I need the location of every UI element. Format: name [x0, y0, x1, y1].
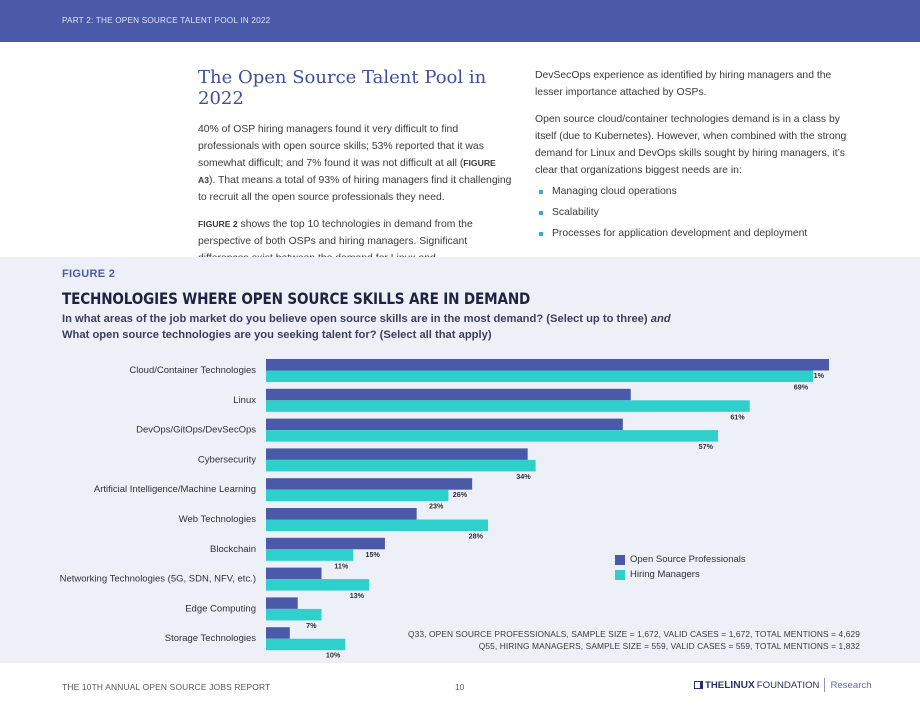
value-label: 7%: [306, 621, 317, 630]
legend-swatch-osp: [615, 554, 625, 565]
bar-open-source-professionals: [266, 567, 322, 580]
paragraph-difficulty-end: ). That means a total of 93% of hiring m…: [198, 175, 512, 203]
top-band: PART 2: THE OPEN SOURCE TALENT POOL IN 2…: [0, 0, 920, 42]
article-title: The Open Source Talent Pool in 2022: [198, 67, 487, 109]
bar-hiring-managers: [266, 608, 322, 621]
category-label: Storage Technologies: [165, 633, 256, 644]
paragraph-cloud: Open source cloud/container technologies…: [535, 114, 847, 176]
value-label: 23%: [429, 502, 444, 511]
bar-open-source-professionals: [266, 597, 298, 609]
value-label: 57%: [699, 442, 714, 451]
legend-swatch-hm: [615, 569, 625, 580]
page-number: 10: [455, 682, 465, 692]
subtitle-and: and: [650, 313, 671, 325]
value-label: 69%: [794, 383, 809, 392]
needs-list-item: Processes for application development an…: [535, 225, 850, 242]
bar-open-source-professionals: [266, 478, 473, 490]
paragraph-difficulty-text: 40% of OSP hiring managers found it very…: [198, 124, 484, 169]
paragraph-devsecops: DevSecOps experience as identified by hi…: [535, 70, 832, 98]
lf-logo-icon: [694, 681, 703, 689]
section-header: PART 2: THE OPEN SOURCE TALENT POOL IN 2…: [62, 16, 271, 25]
category-label: Web Technologies: [179, 514, 257, 525]
value-label: 11%: [334, 561, 349, 570]
article-column-right: DevSecOps experience as identified by hi…: [535, 67, 850, 246]
figure-2-ref: FIGURE 2: [198, 219, 238, 229]
brand-linux: LINUX: [724, 679, 755, 691]
category-label: Edge Computing: [185, 603, 256, 614]
needs-list-item: Scalability: [535, 204, 850, 221]
legend-item-osp: Open Source Professionals: [615, 554, 746, 565]
page-footer: THE 10TH ANNUAL OPEN SOURCE JOBS REPORT …: [0, 663, 920, 711]
bar-hiring-managers: [266, 459, 536, 472]
legend-label-hm: Hiring Managers: [630, 569, 700, 580]
value-label: 15%: [366, 550, 381, 559]
subtitle-question-a: In what areas of the job market do you b…: [62, 313, 651, 325]
brand-foundation: FOUNDATION: [756, 679, 820, 691]
legend-item-hm: Hiring Managers: [615, 569, 746, 580]
value-label: 61%: [730, 412, 745, 421]
bar-open-source-professionals: [266, 508, 417, 520]
figure-title: TECHNOLOGIES WHERE OPEN SOURCE SKILLS AR…: [62, 289, 531, 308]
bar-open-source-professionals: [266, 537, 385, 550]
paragraph-difficulty: 40% of OSP hiring managers found it very…: [198, 121, 514, 206]
value-label: 28%: [469, 532, 484, 541]
sample-note-hm: Q55, HIRING MANAGERS, SAMPLE SIZE = 559,…: [478, 641, 860, 651]
bar-hiring-managers: [266, 489, 449, 502]
bar-open-source-professionals: [266, 448, 528, 460]
value-label: 34%: [516, 472, 531, 481]
bar-hiring-managers: [266, 638, 346, 651]
category-label: Networking Technologies (5G, SDN, NFV, e…: [60, 574, 256, 585]
chart-legend: Open Source Professionals Hiring Manager…: [615, 554, 746, 584]
report-name: THE 10TH ANNUAL OPEN SOURCE JOBS REPORT: [62, 682, 271, 692]
bar-hiring-managers: [266, 549, 354, 561]
figure-a3-ref: FIGURE A3: [198, 158, 496, 185]
bar-chart: Cloud/Container Technologies71%69%Linux4…: [60, 359, 829, 660]
brand-research: Research: [830, 679, 872, 691]
category-label: DevOps/GitOps/DevSecOps: [136, 425, 256, 436]
value-label: 71%: [810, 371, 825, 380]
bar-hiring-managers: [266, 519, 489, 531]
bar-hiring-managers: [266, 400, 750, 412]
sample-notes: Q33, OPEN SOURCE PROFESSIONALS, SAMPLE S…: [408, 628, 860, 652]
sample-note-osp: Q33, OPEN SOURCE PROFESSIONALS, SAMPLE S…: [407, 629, 860, 639]
figure-panel: FIGURE 2 TECHNOLOGIES WHERE OPEN SOURCE …: [0, 257, 920, 663]
category-label: Linux: [233, 395, 256, 406]
needs-list: Managing cloud operations Scalability Pr…: [535, 183, 850, 242]
figure-label: FIGURE 2: [62, 268, 116, 280]
category-label: Blockchain: [210, 544, 256, 555]
bar-hiring-managers: [266, 579, 370, 591]
bar-hiring-managers: [266, 430, 718, 442]
category-label: Cloud/Container Technologies: [129, 365, 256, 376]
brand-the: THE: [705, 679, 725, 691]
linux-foundation-logo: THE LINUX FOUNDATION Research: [694, 678, 872, 692]
bar-open-source-professionals: [266, 627, 290, 639]
bar-open-source-professionals: [266, 418, 623, 431]
figure-subtitle: In what areas of the job market do you b…: [62, 311, 842, 343]
value-label: 13%: [350, 591, 365, 600]
legend-label-osp: Open Source Professionals: [630, 554, 746, 565]
brand-divider: [824, 678, 826, 692]
needs-list-item: Managing cloud operations: [535, 183, 850, 200]
article-column-left: The Open Source Talent Pool in 2022 40% …: [198, 67, 514, 284]
bar-open-source-professionals: [266, 359, 829, 371]
bar-hiring-managers: [266, 370, 814, 382]
value-label: 10%: [326, 651, 341, 660]
category-label: Artificial Intelligence/Machine Learning: [94, 484, 256, 495]
subtitle-question-b: What open source technologies are you se…: [62, 329, 492, 341]
value-label: 26%: [453, 490, 468, 499]
category-label: Cybersecurity: [198, 454, 256, 465]
article: The Open Source Talent Pool in 2022 40% …: [0, 62, 920, 281]
bar-open-source-professionals: [266, 388, 631, 401]
